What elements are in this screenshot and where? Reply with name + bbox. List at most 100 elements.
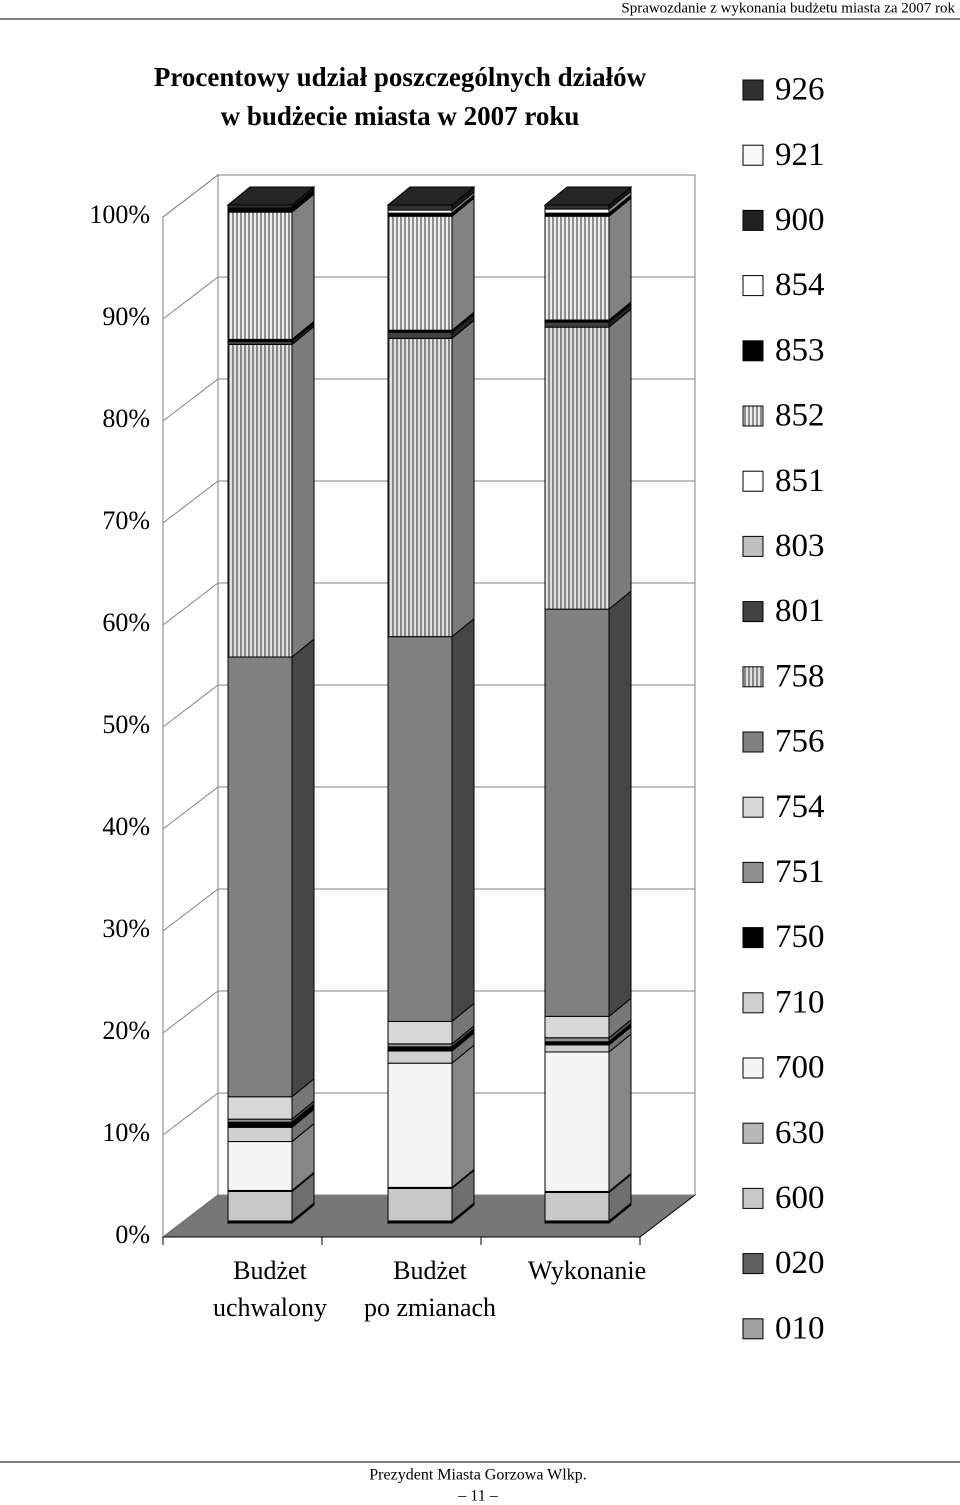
page-number: – 11 – [457,1488,498,1505]
bar-top [386,186,476,206]
bar-side [608,1032,632,1193]
bar-segment [544,1015,610,1039]
bar-segment [544,208,610,214]
page-header: Sprawozdanie z wykonania budżetu miasta … [621,0,955,16]
legend-swatch [742,340,764,362]
bar-side [451,197,475,332]
chart: 0% 10% 20% 30% 40% 50% 60% 70% 80% 90% 100% Budżet u… [89,72,824,1347]
bar-side [451,617,475,1023]
legend-label: 751 [775,854,825,890]
chart-title: w budżecie miasta w 2007 roku [221,101,580,131]
x-tick-label: Budżet [393,1256,467,1285]
legend-swatch [742,1122,764,1144]
legend-swatch [742,992,764,1014]
y-tick-label: 30% [102,914,150,943]
legend-label: 852 [775,398,825,434]
legend-swatch [742,1187,764,1209]
legend-label: 700 [775,1050,825,1086]
grid-line [162,276,695,320]
grid-line [162,174,695,218]
bar-segment [544,1051,610,1192]
grid-line [162,990,695,1034]
bar-side [291,193,315,341]
legend-label: 801 [775,593,825,629]
bar-side [451,319,475,638]
legend-label: 630 [775,1115,825,1151]
bar-segment [387,1187,453,1222]
legend-swatch [742,275,764,297]
y-tick-label: 90% [102,302,150,331]
bar-hatch [228,344,292,657]
x-tick-label: Wykonanie [528,1256,646,1285]
bar-hatch [388,338,452,637]
legend-label: 010 [775,1310,825,1346]
grid-line [162,1194,695,1238]
legend-swatch [742,1057,764,1079]
legend-swatch [742,601,764,623]
grid-line [162,888,695,932]
bar-segment [227,656,293,1098]
legend-swatch [742,731,764,753]
legend-swatch [742,927,764,949]
y-tick-label: 0% [115,1220,150,1249]
bar-hatch [545,327,609,610]
bar-hatch [228,212,292,340]
legend-swatch [742,1253,764,1275]
bar-side [291,637,315,1098]
legend-hatch [743,406,763,426]
grid-line [162,582,695,626]
legend-swatch [742,861,764,883]
legend-label: 020 [775,1245,825,1281]
y-tick-label: 40% [102,812,150,841]
legend-label: 758 [775,658,825,694]
footer-author: Prezydent Miasta Gorzowa Wlkp. [369,1467,586,1484]
legend-label: 600 [775,1180,825,1216]
bar-segment [387,204,453,211]
grid-line [162,480,695,524]
bar-side [451,1044,475,1189]
bar-top [226,186,316,206]
x-tick-label: Budżet [233,1256,307,1285]
y-tick-label: 80% [102,404,150,433]
legend-swatch [742,209,764,231]
grid-line [162,378,695,422]
bar-segment [227,1126,293,1143]
bar-side [608,197,632,322]
grid-line [162,1092,695,1136]
y-tick-label: 60% [102,608,150,637]
grid-line [162,684,695,728]
bar-segment [227,1141,293,1191]
legend-label: 803 [775,528,825,564]
bar-segment [544,321,610,328]
legend-swatch [742,535,764,557]
legend-label: 710 [775,984,825,1020]
legend-swatch [742,1318,764,1340]
bar-segment [544,1044,610,1053]
legend-swatch [742,470,764,492]
bar-hatch [545,216,609,321]
bar-segment [227,1121,293,1128]
legend-label: 754 [775,789,825,825]
chart-title: Procentowy udział poszczególnych działów [154,62,647,92]
bar-segment [544,1037,610,1043]
legend-swatch [742,144,764,166]
bar-segment [387,1062,453,1188]
bar-segment [227,1096,293,1120]
legend-label: 900 [775,202,825,238]
legend-label: 926 [775,72,825,108]
y-tick-label: 20% [102,1016,150,1045]
legend-label: 750 [775,919,825,955]
x-tick-label: uchwalony [213,1293,327,1322]
bar-side [291,325,315,659]
bar-side [608,308,632,611]
bar-segment [387,1020,453,1045]
y-tick-label: 100% [89,200,150,229]
bar-segment [544,1191,610,1222]
y-tick-label: 10% [102,1118,150,1147]
bar-segment [544,608,610,1017]
legend-label: 853 [775,332,825,368]
bar-segment [544,204,610,210]
bar-segment [227,1190,293,1222]
